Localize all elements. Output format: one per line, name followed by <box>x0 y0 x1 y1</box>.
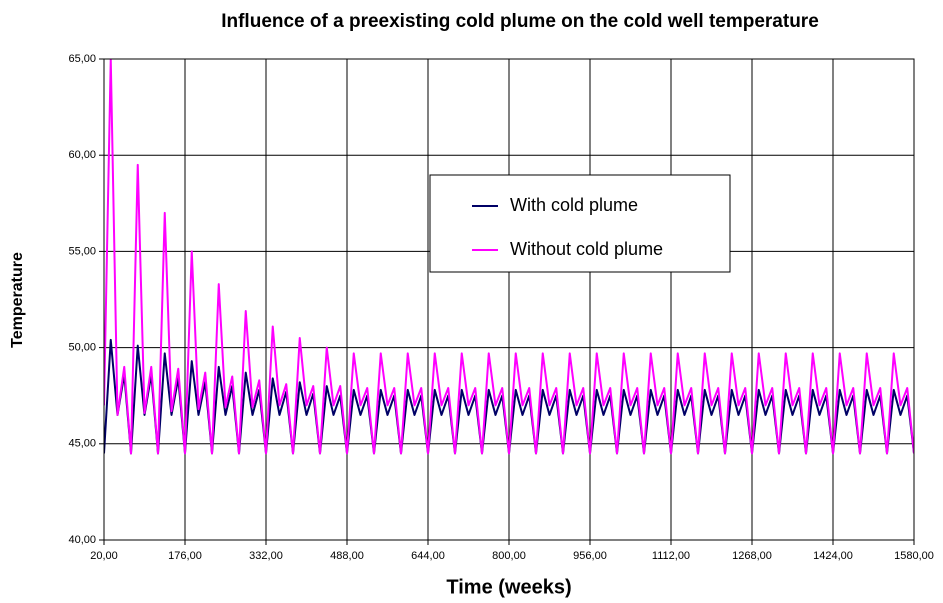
plot-frame <box>103 58 915 541</box>
y-tick-label: 65,00 <box>68 53 96 65</box>
legend: With cold plume Without cold plume <box>429 174 731 273</box>
x-tick-label: 1424,00 <box>813 550 853 562</box>
x-axis-label: Time (weeks) <box>446 576 571 598</box>
y-axis-label: Temperature <box>9 252 26 348</box>
x-tick-label: 488,00 <box>330 550 364 562</box>
y-tick-label: 60,00 <box>68 149 96 161</box>
legend-label: With cold plume <box>510 195 638 215</box>
x-tick-label: 332,00 <box>249 550 283 562</box>
x-tick-label: 1268,00 <box>732 550 772 562</box>
x-tick-label: 176,00 <box>168 550 202 562</box>
x-tick-label: 1580,00 <box>894 550 934 562</box>
legend-box <box>429 174 731 273</box>
x-tick-label: 644,00 <box>411 550 445 562</box>
grid <box>99 58 915 545</box>
chart-title: Influence of a preexisting cold plume on… <box>221 11 819 32</box>
plot-lines <box>104 59 914 455</box>
legend-label: Without cold plume <box>510 239 663 259</box>
y-tick-label: 45,00 <box>68 438 96 450</box>
series-line <box>104 59 914 455</box>
y-tick-label: 50,00 <box>68 342 96 354</box>
y-tick-label: 55,00 <box>68 245 96 257</box>
x-tick-label: 1112,00 <box>652 550 690 562</box>
y-tick-label: 40,00 <box>68 534 96 546</box>
x-tick-label: 800,00 <box>492 550 526 562</box>
x-tick-label: 20,00 <box>90 550 118 562</box>
x-tick-label: 956,00 <box>573 550 607 562</box>
